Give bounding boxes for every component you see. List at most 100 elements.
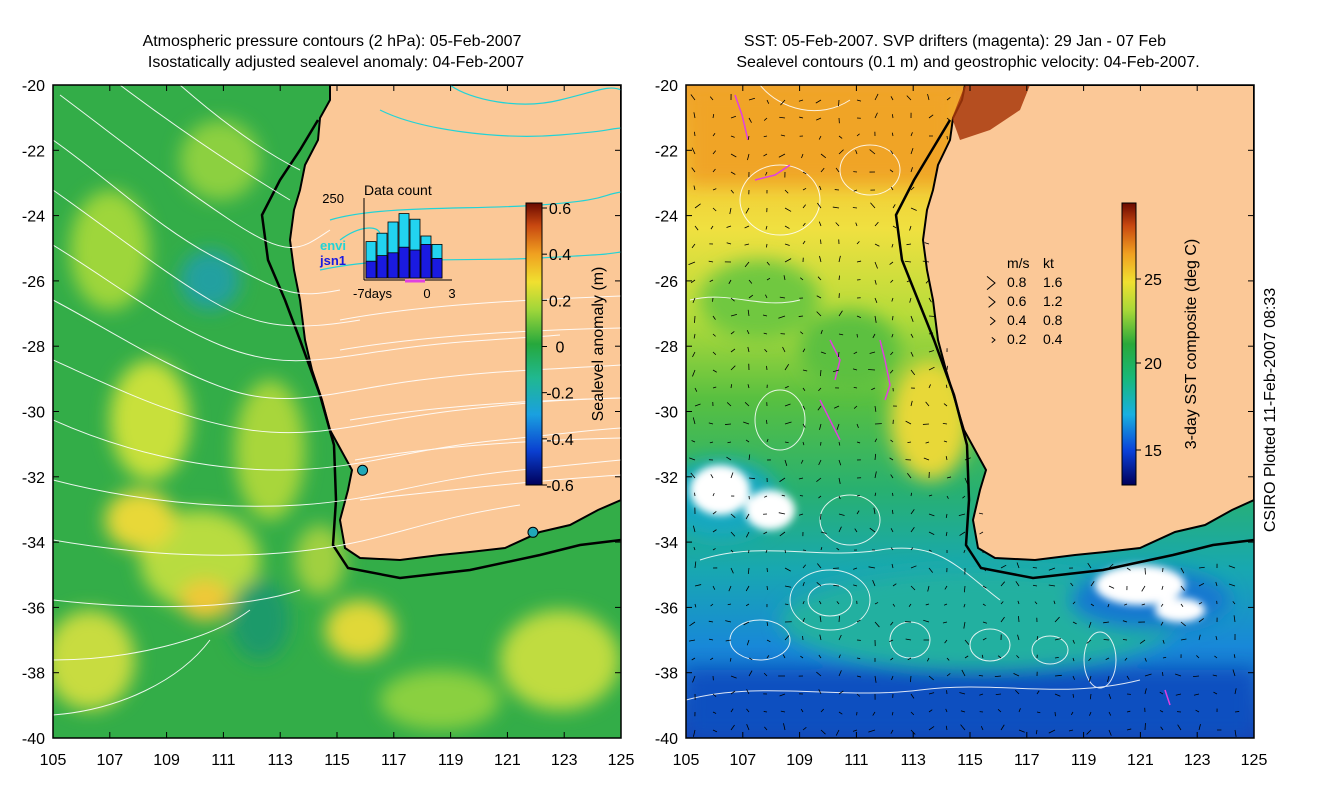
velocity-arrow: [691, 657, 696, 661]
velocity-arrow: [712, 114, 715, 119]
velocity-arrow: [853, 405, 858, 409]
velocity-arrow: [694, 131, 696, 137]
inset-bar-jsn1: [431, 257, 443, 279]
velocity-arrow: [766, 419, 768, 425]
velocity-arrow: [892, 204, 896, 209]
velocity-arrow: [910, 207, 917, 211]
velocity-arrow: [945, 513, 948, 519]
velocity-arrow: [780, 99, 786, 106]
velocity-arrow: [728, 279, 732, 285]
velocity-arrow: [746, 329, 750, 335]
velocity-arrow: [890, 439, 894, 443]
velocity-arrow: [944, 639, 948, 644]
velocity-arrow: [1215, 581, 1218, 587]
velocity-arrow: [908, 603, 912, 607]
velocity-arrow: [818, 495, 822, 499]
velocity-arrow: [690, 279, 696, 284]
velocity-arrow: [1089, 711, 1092, 716]
velocity-arrow: [766, 99, 770, 104]
velocity-arrow: [820, 531, 827, 534]
left-lat-ticks: -20 -22 -24 -26 -28 -30 -32 -34 -36 -38 -40: [22, 78, 621, 748]
sla-colorbar-tick-label: 0.2: [549, 293, 571, 310]
velocity-arrow: [709, 96, 714, 101]
velocity-arrow: [712, 150, 717, 155]
lat-tick-label: -22: [22, 143, 45, 160]
velocity-arrow: [891, 675, 894, 681]
velocity-arrow: [694, 492, 696, 497]
velocity-arrow: [874, 602, 879, 605]
velocity-arrow: [816, 117, 822, 121]
velocity-arrow: [1018, 616, 1020, 623]
velocity-legend-ms: 0.4: [1007, 312, 1027, 328]
velocity-arrow: [928, 114, 934, 119]
velocity-arrow: [836, 423, 840, 430]
velocity-arrow: [910, 693, 915, 699]
velocity-arrow: [708, 260, 714, 263]
velocity-arrow: [946, 476, 952, 479]
velocity-arrow: [890, 96, 894, 101]
left-panel: Atmospheric pressure contours (2 hPa): 0…: [22, 33, 635, 769]
velocity-arrow: [874, 243, 880, 247]
velocity-arrow: [802, 187, 807, 191]
velocity-arrow: [906, 279, 912, 283]
velocity-arrow: [874, 405, 877, 412]
velocity-arrow: [763, 117, 768, 121]
velocity-arrow: [1175, 693, 1182, 696]
velocity-arrow: [1233, 615, 1236, 623]
inset-bar-jsn1: [365, 260, 377, 279]
velocity-arrow: [820, 546, 823, 551]
velocity-arrow: [1013, 673, 1020, 677]
lon-tick-label: 107: [96, 752, 123, 769]
velocity-arrow: [712, 511, 717, 515]
velocity-arrow: [1160, 603, 1164, 607]
velocity-arrow: [708, 620, 714, 623]
velocity-arrow: [1016, 562, 1020, 569]
velocity-arrow: [870, 202, 876, 209]
velocity-arrow: [871, 387, 876, 391]
inset-xtick-start: -7days: [353, 286, 393, 301]
velocity-arrow: [712, 133, 716, 137]
lon-tick-label: 111: [211, 752, 235, 769]
velocity-arrow: [910, 547, 914, 551]
velocity-arrow: [730, 135, 735, 138]
velocity-arrow: [820, 167, 825, 173]
velocity-arrow: [928, 297, 932, 303]
velocity-arrow: [693, 547, 696, 551]
velocity-arrow: [1000, 616, 1005, 623]
velocity-arrow: [910, 333, 914, 338]
sla-colorbar-tick-label: 0.6: [549, 201, 571, 218]
velocity-arrow: [820, 351, 826, 355]
velocity-arrow: [727, 441, 732, 444]
velocity-arrow: [763, 531, 768, 535]
velocity-arrow: [1072, 657, 1075, 662]
velocity-arrow: [1234, 688, 1237, 695]
velocity-arrow: [746, 724, 750, 731]
velocity-arrow: [1054, 674, 1062, 677]
velocity-arrow: [928, 726, 935, 731]
velocity-arrow: [748, 97, 756, 101]
velocity-arrow: [1000, 601, 1004, 605]
velocity-arrow: [943, 603, 948, 606]
inset-legend-jsn1: jsn1: [319, 253, 346, 268]
velocity-arrow: [820, 153, 827, 159]
velocity-arrow: [838, 711, 843, 715]
velocity-arrow: [856, 260, 862, 263]
velocity-arrow: [799, 495, 804, 497]
velocity-arrow: [765, 549, 768, 553]
velocity-arrow: [710, 474, 714, 479]
velocity-arrow: [743, 421, 750, 425]
lon-tick-label: 123: [551, 752, 578, 769]
velocity-arrow: [907, 441, 912, 444]
velocity-arrow: [730, 331, 735, 335]
velocity-arrow: [853, 189, 858, 192]
velocity-arrow: [1036, 711, 1041, 714]
velocity-arrow: [874, 438, 878, 443]
velocity-arrow: [1195, 709, 1200, 713]
pressure-contours-white: [53, 85, 621, 716]
velocity-arrow: [1072, 621, 1077, 625]
velocity-arrow: [890, 150, 894, 155]
velocity-arrow: [892, 225, 897, 229]
velocity-arrow: [764, 348, 768, 353]
velocity-arrow: [1088, 675, 1092, 683]
velocity-legend-arrow: [989, 316, 996, 326]
